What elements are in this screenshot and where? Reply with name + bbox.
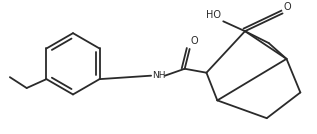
Text: NH: NH [152, 71, 165, 80]
Text: HO: HO [206, 10, 221, 20]
Text: O: O [283, 2, 291, 12]
Text: O: O [191, 36, 198, 46]
